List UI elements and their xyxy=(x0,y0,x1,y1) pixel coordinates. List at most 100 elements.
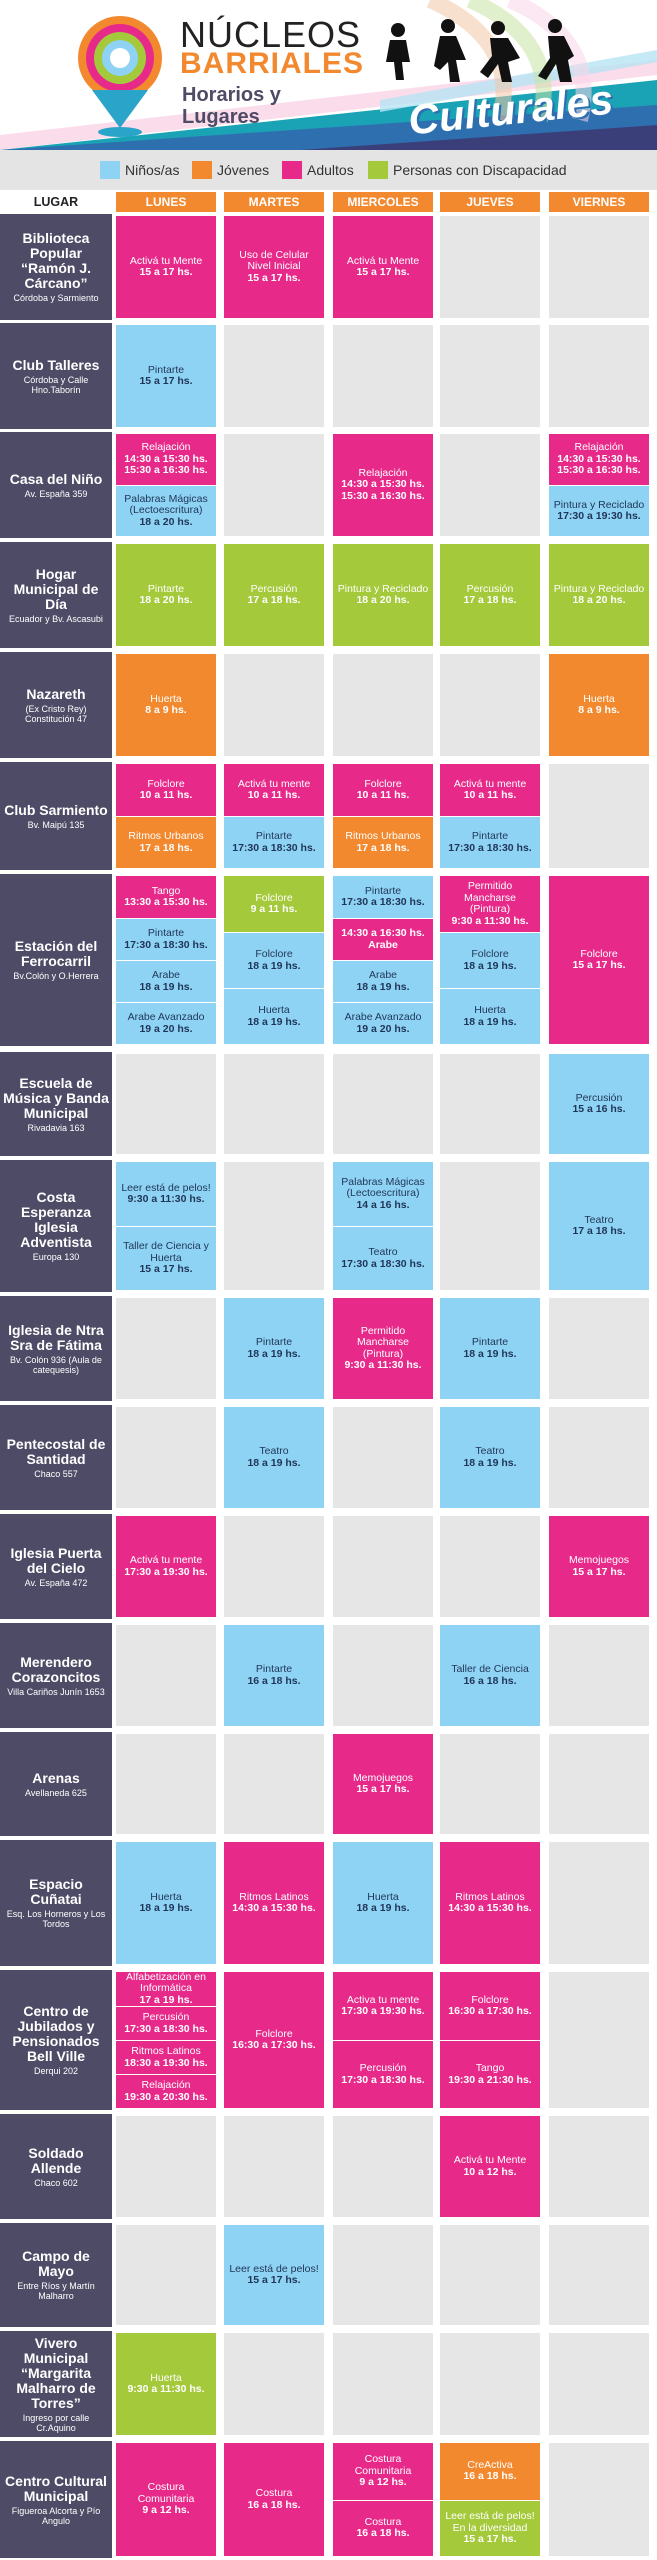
day-cell-viernes xyxy=(549,2443,649,2556)
day-cell-jueves: Ritmos Latinos 14:30 a 15:30 hs. xyxy=(440,1842,540,1964)
day-cell-viernes: Folclore 15 a 17 hs. xyxy=(549,876,649,1044)
activity-name: Huerta xyxy=(150,2371,182,2384)
activity-name: Ritmos Latinos xyxy=(455,1890,525,1903)
legend-swatch xyxy=(282,161,302,179)
day-cell-jueves: Percusión 17 a 18 hs. xyxy=(440,544,540,646)
place-cell: Estación del Ferrocarril Bv.Colón y O.Her… xyxy=(0,874,112,1046)
place-name: Pentecostal de Santidad xyxy=(6,1435,106,1467)
day-cell-miercoles xyxy=(333,1516,433,1617)
activity-block: Percusión 17 a 18 hs. xyxy=(440,544,540,646)
activity-name: Activá tu Mente xyxy=(346,254,420,267)
activity-block: Palabras Mágicas (Lectoescritura) 14 a 16… xyxy=(333,1162,433,1226)
place-cell: Nazareth (Ex Cristo Rey) Constitución 47 xyxy=(0,652,112,758)
day-cell-viernes xyxy=(549,1734,649,1834)
legend: Niños/as Jóvenes Adultos Personas con Disca… xyxy=(0,150,657,190)
day-cell-martes xyxy=(224,434,324,536)
activity-name: Folclore xyxy=(147,777,185,790)
activity-name: Huerta xyxy=(474,1004,506,1016)
place-cell: Hogar Municipal de Día Ecuador y Bv. Asca… xyxy=(0,542,112,648)
activity-time: 10 a 11 hs. xyxy=(463,789,517,801)
activity-time: 17 a 18 hs. xyxy=(139,841,193,854)
day-cell-miercoles: Pintarte 17:30 a 18:30 hs. 14:30 a 16:30 h… xyxy=(333,876,433,1044)
place-cell: Pentecostal de Santidad Chaco 557 xyxy=(0,1405,112,1510)
place-name: Casa del Niño xyxy=(9,470,103,487)
day-cell-martes: Percusión 17 a 18 hs. xyxy=(224,544,324,646)
activity-time: 18 a 20 hs. xyxy=(139,515,193,528)
activity-block: Uso de Celular Nivel Inicial 15 a 17 hs. xyxy=(224,216,324,318)
place-cell: Casa del Niño Av. España 359 xyxy=(0,432,112,538)
place-name: Soldado Allende xyxy=(28,2144,84,2176)
activity-time: 17:30 a 18:30 hs. xyxy=(232,841,316,854)
activity-name: Pintura y Reciclado xyxy=(337,582,429,595)
place-cell: Centro Cultural Municipal Figueroa Alcort… xyxy=(0,2441,112,2558)
activity-block: Leer está de pelos! En la diversidad 15 a… xyxy=(440,2499,540,2556)
activity-name: Taller de Ciencia y Huerta xyxy=(123,1240,209,1264)
activity-time: 16 a 18 hs. xyxy=(463,1674,517,1687)
activity-block: Activá tu mente 10 a 11 hs. xyxy=(224,764,324,816)
day-cell-miercoles: Relajación 14:30 a 15:30 hs. 15:30 a 16:3… xyxy=(333,434,433,536)
day-cell-martes xyxy=(224,1054,324,1154)
activity-name: Folclore xyxy=(255,2027,293,2040)
activity-time: 15 a 16 hs. xyxy=(572,1103,626,1115)
activity-time: 17:30 a 18:30 hs. xyxy=(448,841,532,854)
place-name: Iglesia de Ntra Sra de Fátima xyxy=(8,1321,104,1353)
legend-swatch xyxy=(192,161,212,179)
table-header: LUGAR LUNES MARTES MIERCOLES JUEVES VIERNES xyxy=(0,192,657,212)
activity-time: 10 a 11 hs. xyxy=(356,789,410,801)
title-line1: NÚCLEOS xyxy=(180,14,362,55)
day-cell-martes xyxy=(224,2116,324,2217)
activity-name: Relajación xyxy=(141,441,191,454)
day-cell-martes: Uso de Celular Nivel Inicial 15 a 17 hs. xyxy=(224,216,324,318)
activity-name: Percusión xyxy=(575,1091,623,1104)
activity-time: 17:30 a 18:30 hs. xyxy=(341,2073,425,2086)
day-cell-jueves xyxy=(440,654,540,756)
activity-block: Huerta 18 a 19 hs. xyxy=(224,988,324,1044)
day-cell-miercoles xyxy=(333,2225,433,2325)
activity-name: Arabe xyxy=(151,969,181,981)
activity-block: Palabras Mágicas (Lectoescritura) 18 a 20… xyxy=(116,485,216,536)
activity-block: Arabe Avanzado 19 a 20 hs. xyxy=(116,1002,216,1044)
day-cell-miercoles xyxy=(333,1054,433,1154)
activity-block: Activá tu mente 17:30 a 19:30 hs. xyxy=(116,1516,216,1617)
activity-name: Pintarte xyxy=(147,582,185,595)
day-cell-miercoles: Folclore 10 a 11 hs. Ritmos Urbanos 17 a 18… xyxy=(333,764,433,868)
activity-name: Ritmos Urbanos xyxy=(128,830,204,842)
day-cell-martes: Folclore 16:30 a 17:30 hs. xyxy=(224,1972,324,2108)
activity-name: Folclore xyxy=(255,948,293,960)
column-header-jueves: JUEVES xyxy=(440,192,540,212)
day-cell-viernes xyxy=(549,216,649,318)
place-name: Estación del Ferrocarril xyxy=(14,938,98,969)
day-cell-lunes: Huerta 9:30 a 11:30 hs. xyxy=(116,2333,216,2435)
place-name: Merendero Corazoncitos xyxy=(11,1653,101,1685)
place-address: Av. España 359 xyxy=(24,488,88,499)
activity-name: Activá tu mente xyxy=(453,777,527,790)
place-address: Ingreso por calle Cr.Aquino xyxy=(22,2412,90,2433)
activity-time: 17:30 a 19:30 hs. xyxy=(124,1565,208,1578)
activity-block: Memojuegos 15 a 17 hs. xyxy=(549,1516,649,1617)
activity-time: 9:30 a 11:30 hs. xyxy=(451,914,529,927)
activity-name: Pintarte xyxy=(255,1663,293,1675)
activity-time: 14:30 a 15:30 hs. xyxy=(448,1902,532,1914)
activity-block: Costura Comunitaria 9 a 12 hs. xyxy=(116,2443,216,2556)
activity-time: 19 a 20 hs. xyxy=(356,1022,410,1035)
place-cell: Campo de Mayo Entre Ríos y Martín Malharr… xyxy=(0,2223,112,2327)
day-cell-jueves xyxy=(440,2333,540,2435)
day-cell-jueves: Pintarte 18 a 19 hs. xyxy=(440,1298,540,1399)
activity-time: 9 a 12 hs. xyxy=(359,2476,407,2488)
column-header-martes: MARTES xyxy=(224,192,324,212)
day-cell-martes xyxy=(224,1516,324,1617)
activity-block: Huerta 18 a 19 hs. xyxy=(440,988,540,1044)
legend-item-discapacidad: Personas con Discapacidad xyxy=(368,161,567,179)
place-address: Córdoba y Sarmiento xyxy=(13,293,99,303)
day-cell-viernes: Teatro 17 a 18 hs. xyxy=(549,1162,649,1290)
activity-name: Activá tu Mente xyxy=(453,2154,527,2166)
place-name: Biblioteca Popular “Ramón J. Cárcano” xyxy=(20,230,91,291)
activity-name: Ritmos Urbanos xyxy=(345,830,421,842)
activity-name: Leer está de pelos! xyxy=(229,2262,319,2275)
activity-time: 10 a 11 hs. xyxy=(247,789,301,801)
day-cell-martes xyxy=(224,325,324,427)
activity-time: 19:30 a 21:30 hs. xyxy=(448,2073,532,2086)
activity-name: Pintarte xyxy=(147,363,185,376)
day-cell-lunes: Tango 13:30 a 15:30 hs. Pintarte 17:30 a 18… xyxy=(116,876,216,1044)
place-name: Iglesia Puerta del Cielo xyxy=(10,1544,102,1576)
